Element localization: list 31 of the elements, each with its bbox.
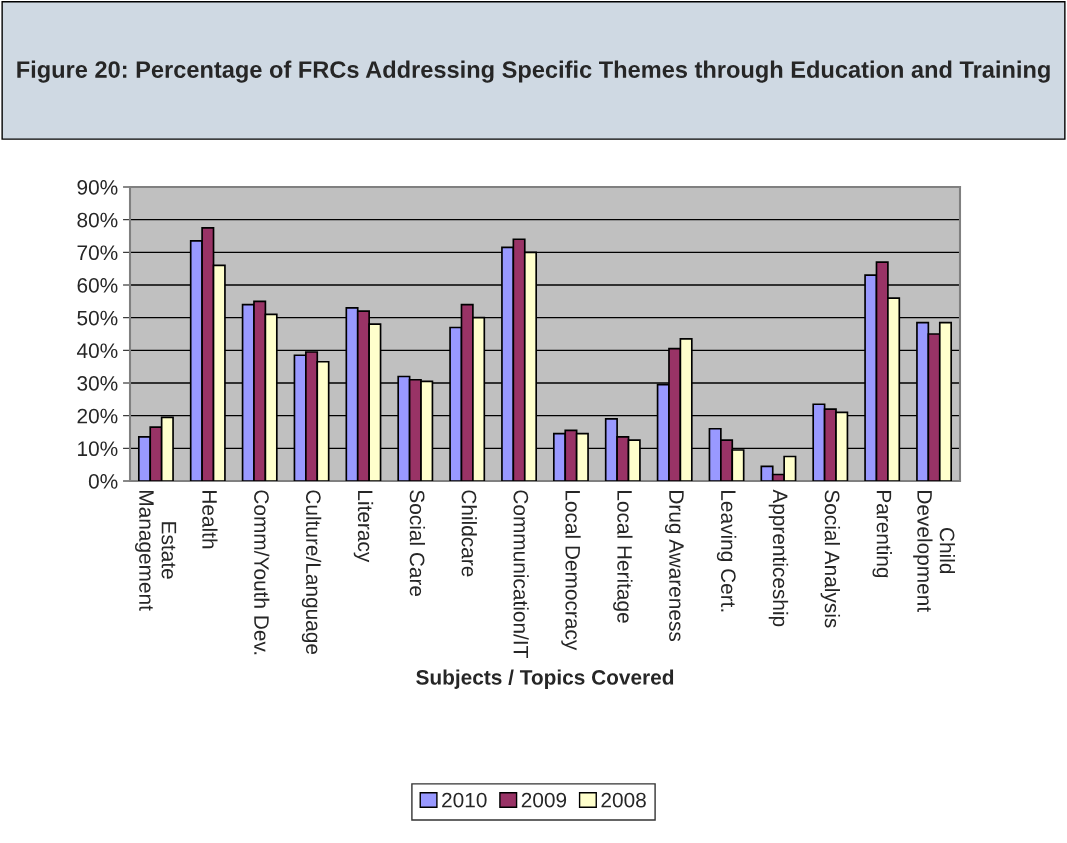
legend-label: 2009 (521, 792, 567, 808)
x-tick-label: Comm/Youth Dev. (254, 490, 270, 655)
x-tick-label: Communication/IT (513, 490, 529, 658)
x-tick-label: Childcare (461, 490, 477, 577)
chart-title: Figure 20: Percentage of FRCs Addressing Specific Themes through Education and Training (17, 60, 1050, 83)
x-tick-label: Estate Management (135, 491, 177, 611)
x-tick-label: Literacy (353, 491, 374, 563)
x-tick-label: Leaving Cert. (716, 491, 737, 612)
y-tick-label: 30% (77, 376, 118, 391)
x-tick-label: Child Development (913, 491, 955, 612)
x-tick-label: Apprenticeship (768, 489, 789, 627)
x-tick-label: Social Care (409, 490, 426, 597)
y-tick-label: 80% (77, 212, 118, 228)
x-axis-title: Subjects / Topics Covered (416, 669, 674, 689)
legend-label: 2008 (601, 792, 646, 808)
y-tick-label: 40% (76, 343, 118, 359)
y-tick-label: 90% (77, 180, 118, 195)
x-tick-label: Local Heritage (613, 491, 633, 623)
x-tick-label: Health (202, 491, 218, 549)
y-tick-label: 0% (88, 474, 118, 489)
x-tick-label: Local Democracy (561, 491, 581, 651)
y-tick-label: 70% (77, 245, 118, 261)
y-tick-label: 10% (78, 441, 118, 457)
x-tick-label: Social Analysis (820, 490, 841, 628)
y-tick-label: 50% (77, 310, 118, 326)
legend-label: 2010 (442, 792, 487, 808)
x-tick-label: Drug Awareness (664, 491, 684, 642)
x-tick-label: Culture/Language (301, 490, 322, 655)
x-tick-label: Parenting (872, 491, 892, 578)
y-tick-label: 60% (77, 278, 118, 293)
y-tick-label: 20% (77, 408, 118, 424)
